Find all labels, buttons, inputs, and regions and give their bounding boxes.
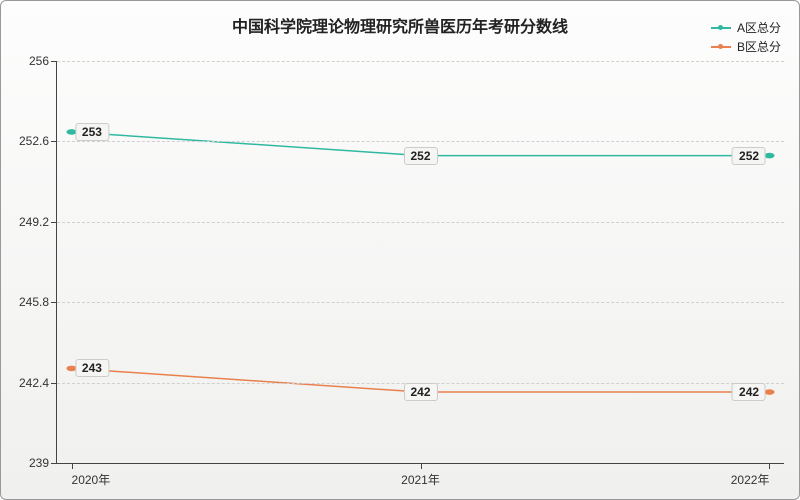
legend-label-b: B区总分 (737, 38, 781, 55)
x-tick-mark (72, 463, 73, 469)
chart-container: 中国科学院理论物理研究所兽医历年考研分数线 A区总分 B区总分 239242.4… (0, 0, 800, 500)
data-label: 242 (403, 383, 437, 401)
data-label: 253 (75, 123, 109, 141)
y-tick-mark (51, 463, 57, 464)
legend-swatch-a (711, 27, 731, 29)
legend: A区总分 B区总分 (711, 19, 781, 57)
x-tick-label: 2020年 (72, 463, 111, 488)
y-tick-mark (51, 141, 57, 142)
x-tick-label: 2022年 (731, 463, 770, 488)
plot-area: 239242.4245.8249.2252.62562020年2021年2022… (56, 61, 784, 464)
y-tick-mark (51, 383, 57, 384)
y-tick-mark (51, 61, 57, 62)
data-label: 242 (732, 383, 766, 401)
y-tick-mark (51, 222, 57, 223)
y-tick-mark (51, 302, 57, 303)
chart-title: 中国科学院理论物理研究所兽医历年考研分数线 (232, 13, 568, 37)
grid-line (57, 61, 784, 62)
x-tick-mark (769, 463, 770, 469)
chart-lines-svg (57, 61, 784, 463)
legend-item-b: B区总分 (711, 38, 781, 55)
grid-line (57, 141, 784, 142)
x-tick-mark (421, 463, 422, 469)
legend-item-a: A区总分 (711, 19, 781, 36)
grid-line (57, 302, 784, 303)
legend-label-a: A区总分 (737, 19, 781, 36)
data-label: 252 (732, 147, 766, 165)
data-label: 243 (75, 359, 109, 377)
legend-swatch-b (711, 46, 731, 48)
grid-line (57, 222, 784, 223)
data-label: 252 (403, 147, 437, 165)
